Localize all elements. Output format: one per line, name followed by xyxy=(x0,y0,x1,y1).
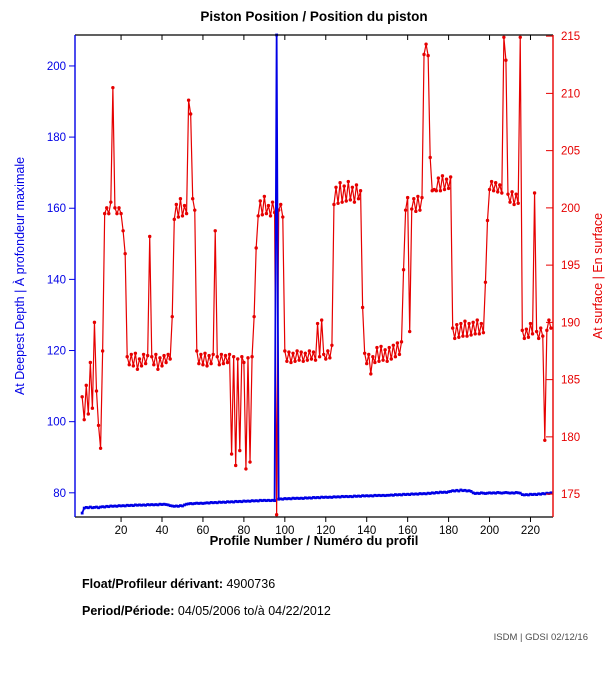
left-axis-ticks: 80 100 120 140 160 180 200 xyxy=(47,61,75,500)
x-tick-label: 120 xyxy=(316,525,335,537)
right-axis-ticks: 175 180 185 190 195 200 205 210 215 xyxy=(546,31,580,501)
right-tick-label: 195 xyxy=(561,260,580,272)
period-value: 04/05/2006 to/à 04/22/2012 xyxy=(177,604,331,618)
right-y-axis-label: At surface | En surface xyxy=(591,212,605,340)
right-tick-label: 180 xyxy=(561,432,580,444)
left-tick-label: 160 xyxy=(47,203,66,215)
period-line: Period/Période: 04/05/2006 to/à 04/22/20… xyxy=(82,604,331,618)
chart-title: Piston Position / Position du piston xyxy=(200,9,428,24)
right-tick-label: 200 xyxy=(561,203,580,215)
left-y-axis-label: At Deepest Depth | À profondeur maximale xyxy=(13,156,27,396)
right-tick-label: 190 xyxy=(561,317,580,329)
red-series-line xyxy=(81,37,552,515)
x-tick-label: 100 xyxy=(275,525,294,537)
red-series xyxy=(80,35,553,517)
left-tick-label: 180 xyxy=(47,132,66,144)
x-tick-label: 160 xyxy=(398,525,417,537)
red-series-markers xyxy=(80,35,553,517)
chart-plot-area: 20 40 60 80 100 120 140 160 180 200 220 80 100 120 140… xyxy=(47,31,580,537)
right-tick-label: 185 xyxy=(561,375,580,387)
float-id-line: Float/Profileur dérivant: 4900736 xyxy=(82,577,275,591)
left-tick-label: 120 xyxy=(47,346,66,358)
float-id-value: 4900736 xyxy=(226,577,276,591)
x-tick-label: 140 xyxy=(357,525,376,537)
blue-series xyxy=(80,33,553,515)
left-tick-label: 140 xyxy=(47,274,66,286)
left-tick-label: 80 xyxy=(53,488,66,500)
x-tick-label: 80 xyxy=(237,525,250,537)
x-tick-label: 200 xyxy=(480,525,499,537)
right-tick-label: 215 xyxy=(561,31,580,43)
left-tick-label: 100 xyxy=(47,417,66,429)
period-label: Period/Période: xyxy=(82,604,175,618)
x-tick-label: 20 xyxy=(115,525,128,537)
blue-series-line xyxy=(81,34,552,514)
x-tick-label: 220 xyxy=(521,525,540,537)
right-tick-label: 210 xyxy=(561,88,580,100)
x-tick-label: 60 xyxy=(197,525,210,537)
x-tick-label: 40 xyxy=(156,525,169,537)
x-tick-label: 180 xyxy=(439,525,458,537)
blue-series-markers xyxy=(80,33,553,515)
float-id-label: Float/Profileur dérivant: xyxy=(82,577,223,591)
x-axis-label: Profile Number / Numéro du profil xyxy=(209,533,419,548)
right-tick-label: 175 xyxy=(561,489,580,501)
credit-stamp: ISDM | GDSI 02/12/16 xyxy=(493,632,588,643)
x-axis-ticks: 20 40 60 80 100 120 140 160 180 200 220 xyxy=(115,35,540,537)
left-tick-label: 200 xyxy=(47,61,66,73)
right-tick-label: 205 xyxy=(561,146,580,158)
